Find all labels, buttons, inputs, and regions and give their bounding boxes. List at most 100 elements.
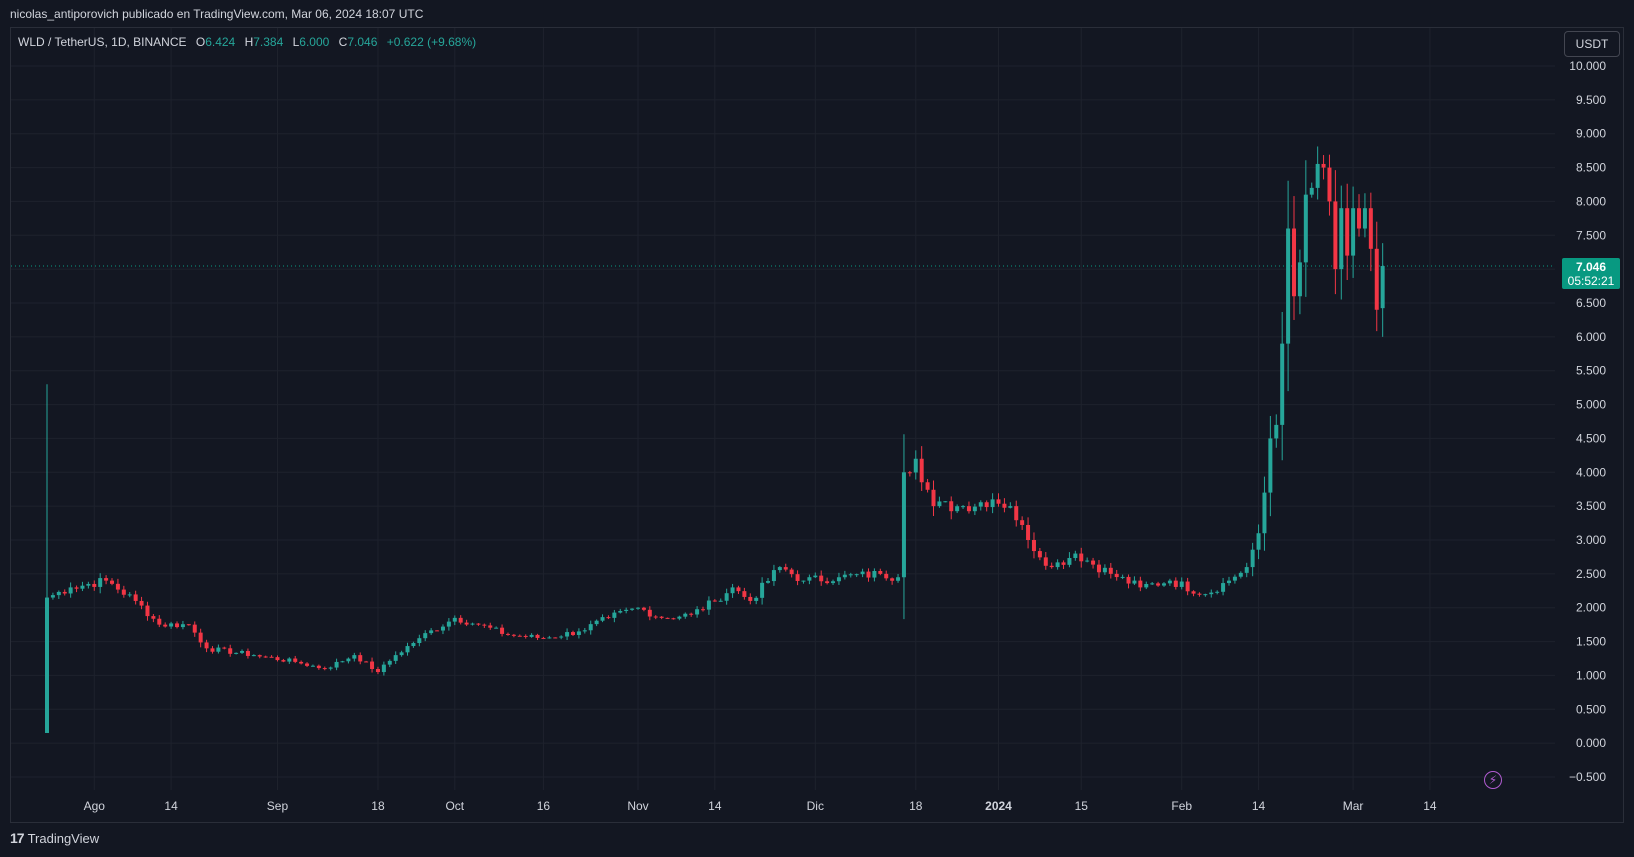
candle[interactable] — [553, 637, 558, 639]
candle[interactable] — [180, 620, 185, 630]
candle[interactable] — [913, 450, 918, 480]
candle[interactable] — [281, 658, 286, 663]
candle[interactable] — [1292, 196, 1297, 320]
candle[interactable] — [287, 657, 292, 664]
candle[interactable] — [1008, 502, 1013, 509]
candle[interactable] — [452, 615, 457, 626]
candle[interactable] — [831, 579, 836, 585]
candle[interactable] — [322, 666, 327, 671]
candle[interactable] — [683, 612, 688, 619]
candle[interactable] — [777, 566, 782, 573]
candle[interactable] — [1321, 155, 1326, 180]
candle[interactable] — [724, 588, 729, 605]
candle[interactable] — [68, 582, 73, 598]
candle[interactable] — [1055, 559, 1060, 570]
candle[interactable] — [766, 577, 771, 584]
candle[interactable] — [1061, 560, 1066, 570]
candle[interactable] — [1102, 564, 1107, 575]
candle[interactable] — [901, 434, 906, 620]
candle[interactable] — [121, 585, 126, 598]
candle[interactable] — [435, 630, 440, 632]
candle[interactable] — [1114, 569, 1119, 581]
currency-button[interactable]: USDT — [1564, 31, 1620, 57]
candle[interactable] — [1327, 154, 1332, 216]
candle[interactable] — [1120, 574, 1125, 580]
candle[interactable] — [505, 632, 510, 636]
candle[interactable] — [860, 568, 865, 578]
candle[interactable] — [157, 615, 162, 628]
candle[interactable] — [251, 654, 256, 657]
candles[interactable] — [45, 146, 1385, 733]
candle[interactable] — [748, 593, 753, 605]
candle[interactable] — [358, 652, 363, 665]
candle[interactable] — [535, 633, 540, 641]
candle[interactable] — [665, 617, 670, 619]
candle[interactable] — [1126, 574, 1131, 589]
candle[interactable] — [695, 606, 700, 618]
candle[interactable] — [204, 639, 209, 653]
candle[interactable] — [878, 568, 883, 576]
candle[interactable] — [937, 496, 942, 508]
candle[interactable] — [789, 567, 794, 578]
candle[interactable] — [1297, 249, 1302, 315]
candle[interactable] — [978, 500, 983, 511]
candle[interactable] — [92, 580, 97, 591]
candle[interactable] — [500, 624, 505, 637]
candle[interactable] — [228, 644, 233, 657]
candle[interactable] — [169, 621, 174, 629]
candle[interactable] — [74, 585, 79, 593]
candle[interactable] — [80, 581, 85, 592]
candle[interactable] — [677, 615, 682, 621]
candle[interactable] — [1079, 547, 1084, 568]
candle[interactable] — [1096, 560, 1101, 578]
candle[interactable] — [133, 590, 138, 605]
candle[interactable] — [671, 617, 676, 620]
candle[interactable] — [1262, 476, 1267, 551]
candle[interactable] — [393, 651, 398, 665]
candle[interactable] — [110, 578, 115, 586]
candle[interactable] — [476, 623, 481, 626]
candle[interactable] — [387, 659, 392, 668]
candle[interactable] — [1203, 593, 1208, 597]
candle[interactable] — [742, 587, 747, 600]
candle[interactable] — [62, 589, 67, 596]
candle[interactable] — [1026, 517, 1031, 549]
candle[interactable] — [618, 608, 623, 614]
candle[interactable] — [730, 583, 735, 598]
candle[interactable] — [210, 646, 215, 654]
candle[interactable] — [1244, 562, 1249, 578]
candle[interactable] — [547, 635, 552, 639]
candle[interactable] — [848, 572, 853, 578]
candle[interactable] — [559, 635, 564, 640]
candle[interactable] — [145, 601, 150, 621]
candle[interactable] — [192, 621, 197, 637]
candle[interactable] — [653, 615, 658, 620]
candle[interactable] — [931, 480, 936, 516]
candle[interactable] — [340, 660, 345, 663]
candle[interactable] — [186, 623, 191, 626]
candle[interactable] — [771, 564, 776, 586]
candle[interactable] — [1197, 592, 1202, 597]
candle[interactable] — [872, 568, 877, 582]
candle[interactable] — [423, 630, 428, 642]
candle[interactable] — [1043, 552, 1048, 570]
candle[interactable] — [1108, 562, 1113, 579]
candle[interactable] — [517, 634, 522, 637]
candle[interactable] — [866, 568, 871, 582]
candle[interactable] — [996, 493, 1001, 507]
candle[interactable] — [1221, 577, 1226, 596]
candle[interactable] — [1073, 550, 1078, 561]
candle[interactable] — [836, 572, 841, 585]
candle[interactable] — [440, 624, 445, 635]
candle[interactable] — [50, 592, 55, 600]
candle[interactable] — [984, 500, 989, 512]
candle[interactable] — [1179, 577, 1184, 590]
candle[interactable] — [1286, 180, 1291, 392]
candle[interactable] — [405, 642, 410, 656]
candle[interactable] — [482, 623, 487, 628]
candle[interactable] — [1339, 185, 1344, 300]
candle[interactable] — [919, 446, 924, 491]
candle[interactable] — [1374, 221, 1379, 332]
candle[interactable] — [624, 607, 629, 614]
candle[interactable] — [257, 654, 262, 659]
